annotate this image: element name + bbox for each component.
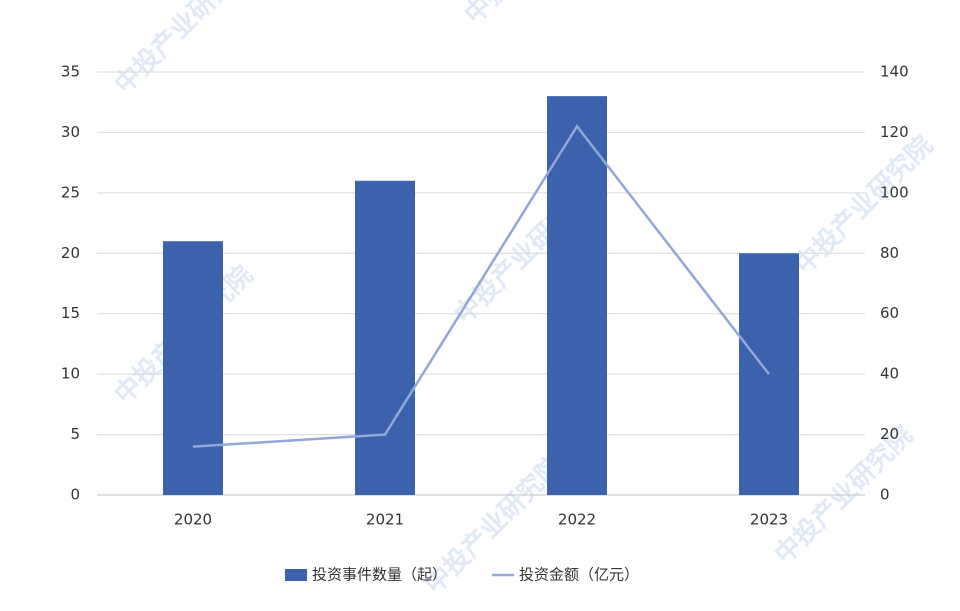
watermark: 中投产业研究院	[458, 0, 609, 30]
bar	[163, 241, 223, 495]
y2-tick-label: 100	[880, 183, 909, 201]
watermark: 中投产业研究院	[108, 0, 259, 100]
y2-tick-label: 140	[880, 63, 909, 81]
x-tick-label: 2022	[558, 511, 596, 529]
bar	[355, 180, 415, 495]
x-tick-label: 2023	[750, 511, 788, 529]
legend-swatch	[285, 569, 307, 581]
y-tick-label: 20	[61, 244, 80, 262]
y-tick-label: 5	[70, 425, 80, 443]
y-tick-label: 10	[61, 365, 80, 383]
line	[192, 124, 770, 448]
x-tick-label: 2021	[366, 511, 404, 529]
watermark-layer: 中投产业研究院中投产业研究院中投产业研究院中投产业研究院中投产业研究院中投产业研…	[108, 0, 939, 600]
y2-tick-label: 20	[880, 425, 899, 443]
y2-tick-label: 40	[880, 365, 899, 383]
y-tick-label: 0	[70, 486, 80, 504]
watermark: 中投产业研究院	[788, 130, 939, 281]
bar	[547, 96, 607, 496]
legend-label: 投资事件数量（起）	[312, 566, 447, 584]
y2-tick-label: 0	[880, 486, 890, 504]
y-tick-label: 35	[61, 63, 80, 81]
y-tick-label: 15	[61, 304, 80, 322]
y2-tick-label: 120	[880, 123, 909, 141]
y-tick-label: 25	[61, 183, 80, 201]
y2-tick-label: 60	[880, 304, 899, 322]
y2-tick-label: 80	[880, 244, 899, 262]
x-tick-label: 2020	[174, 511, 212, 529]
legend-label: 投资金额（亿元）	[519, 566, 639, 584]
y-tick-label: 30	[61, 123, 80, 141]
